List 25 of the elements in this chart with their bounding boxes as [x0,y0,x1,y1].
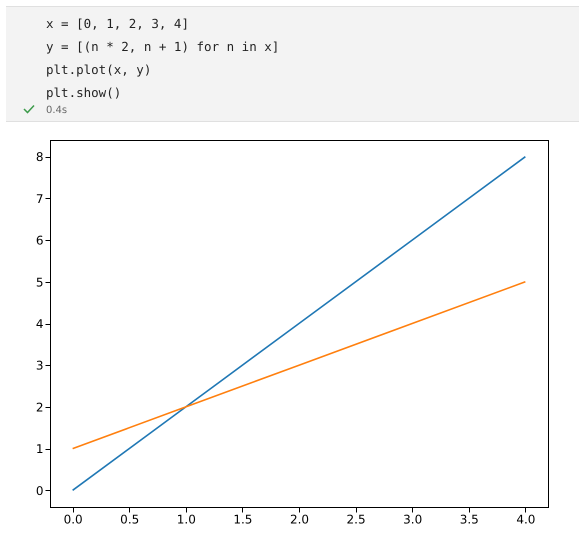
y-tick-label: 8 [36,150,44,164]
y-tick-label: 5 [36,275,44,290]
x-tick-label: 3.5 [460,512,479,526]
y-tick-label: 6 [36,234,44,248]
x-tick-label: 3.0 [403,512,422,526]
y-tick-label: 2 [36,400,44,414]
text: 0.4s [46,105,68,116]
x-tick-label: 4.0 [516,512,536,526]
y-tick-label: 3 [36,358,44,373]
line-series [72,156,526,492]
x-tick-label: 2.0 [290,512,310,526]
text: plt.plot(x, y) [46,62,152,77]
line-series [72,280,526,450]
y-tick-label: 7 [36,192,44,206]
x-tick-label: 1.0 [176,512,196,526]
x-tick-label: 0.5 [120,512,140,526]
text: y = [(n * 2, n + 1) for n in x] [46,39,280,54]
x-tick-label: 1.5 [233,512,252,526]
y-tick-label: 1 [36,442,44,456]
text: plt.show() [46,85,122,100]
y-tick-label: 4 [36,317,44,331]
x-tick-label: 2.5 [346,512,366,526]
x-tick-label: 0.0 [64,512,83,526]
y-tick-label: 0 [36,484,44,498]
text: x = [0, 1, 2, 3, 4] [46,16,189,31]
